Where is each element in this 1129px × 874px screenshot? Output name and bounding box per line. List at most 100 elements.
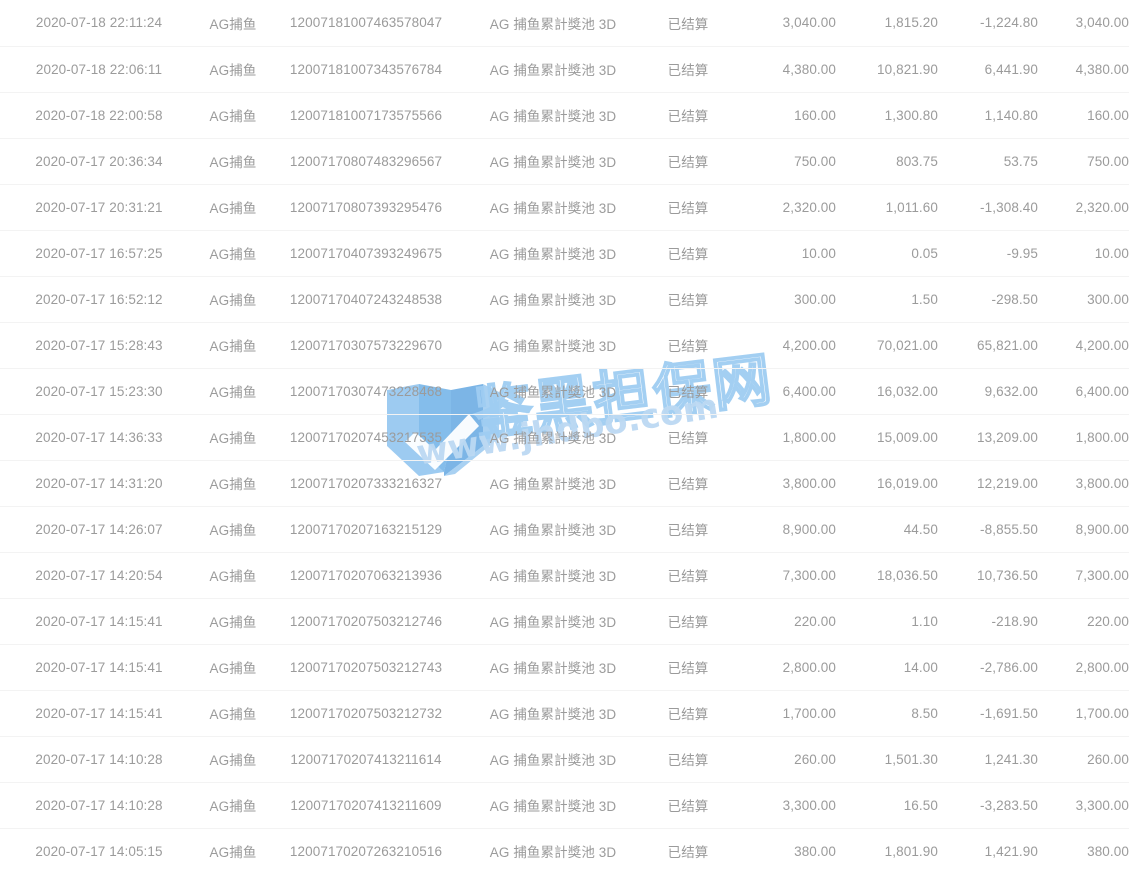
cell-payout: 8.50	[836, 689, 938, 736]
cell-order: 12007170207413211614	[268, 735, 464, 782]
cell-profit: -2,786.00	[938, 643, 1038, 690]
cell-profit: -3,283.50	[938, 781, 1038, 828]
cell-valid: 220.00	[1038, 597, 1129, 644]
table-row[interactable]: 2020-07-17 14:15:41 AG捕鱼 12007170207503212…	[0, 643, 1129, 690]
cell-game: AG 捕鱼累計獎池 3D	[464, 827, 642, 874]
cell-status: 已结算	[642, 183, 734, 230]
cell-order: 12007170207163215129	[268, 505, 464, 552]
cell-game: AG 捕鱼累計獎池 3D	[464, 505, 642, 552]
cell-payout: 0.05	[836, 229, 938, 276]
cell-platform: AG捕鱼	[198, 505, 268, 552]
cell-platform: AG捕鱼	[198, 781, 268, 828]
cell-game: AG 捕鱼累計獎池 3D	[464, 229, 642, 276]
table-row[interactable]: 2020-07-17 14:10:28 AG捕鱼 12007170207413211…	[0, 735, 1129, 782]
cell-bet: 3,040.00	[782, 15, 836, 31]
cell-payout: 1,501.30	[836, 735, 938, 782]
cell-payout: 70,021.00	[836, 321, 938, 368]
cell-platform: AG捕鱼	[198, 735, 268, 782]
cell-profit: 9,632.00	[938, 367, 1038, 414]
cell-time: 2020-07-17 14:10:28	[0, 735, 198, 782]
table-row[interactable]: 2020-07-18 22:00:58 AG捕鱼 12007181007173575…	[0, 91, 1129, 138]
table-row[interactable]: 2020-07-17 14:31:20 AG捕鱼 12007170207333216…	[0, 459, 1129, 506]
cell-profit: 53.75	[938, 137, 1038, 184]
cell-valid: 3,300.00	[1038, 781, 1129, 828]
cell-time: 2020-07-17 20:36:34	[0, 137, 198, 184]
cell-profit: 1,140.80	[938, 91, 1038, 138]
cell-platform: AG捕鱼	[209, 16, 257, 32]
cell-game: AG 捕鱼累計獎池 3D	[464, 781, 642, 828]
cell-status: 已结算	[642, 505, 734, 552]
cell-valid: 8,900.00	[1038, 505, 1129, 552]
cell-platform: AG捕鱼	[198, 551, 268, 598]
cell-status: 已结算	[667, 16, 709, 32]
cell-time: 2020-07-17 14:31:20	[0, 459, 198, 506]
cell-order: 12007170307573229670	[268, 321, 464, 368]
cell-profit: -1,308.40	[938, 183, 1038, 230]
table-row[interactable]: 2020-07-17 20:36:34 AG捕鱼 12007170807483296…	[0, 137, 1129, 184]
cell-order: 12007170207413211609	[268, 781, 464, 828]
cell-valid: 380.00	[1038, 827, 1129, 874]
cell-game: AG 捕鱼累計獎池 3D	[464, 597, 642, 644]
table-row[interactable]: 2020-07-17 14:15:41 AG捕鱼 12007170207503212…	[0, 597, 1129, 644]
table-row[interactable]: 2020-07-17 14:15:41 AG捕鱼 12007170207503212…	[0, 689, 1129, 736]
table-row[interactable]: 2020-07-17 16:52:12 AG捕鱼 12007170407243248…	[0, 275, 1129, 322]
cell-profit: -298.50	[938, 275, 1038, 322]
cell-platform: AG捕鱼	[198, 643, 268, 690]
cell-status: 已结算	[642, 45, 734, 92]
cell-status: 已结算	[642, 551, 734, 598]
table-row[interactable]: 2020-07-17 20:31:21 AG捕鱼 12007170807393295…	[0, 183, 1129, 230]
cell-bet: 2,320.00	[734, 183, 836, 230]
cell-valid: 7,300.00	[1038, 551, 1129, 598]
cell-bet: 220.00	[734, 597, 836, 644]
table-row[interactable]: 2020-07-17 14:20:54 AG捕鱼 12007170207063213…	[0, 551, 1129, 598]
cell-status: 已结算	[642, 91, 734, 138]
cell-order: 12007170807393295476	[268, 183, 464, 230]
cell-platform: AG捕鱼	[198, 137, 268, 184]
table-row[interactable]: 2020-07-17 16:57:25 AG捕鱼 12007170407393249…	[0, 229, 1129, 276]
cell-valid: 3,040.00	[1075, 15, 1129, 31]
cell-platform: AG捕鱼	[198, 459, 268, 506]
cell-bet: 7,300.00	[734, 551, 836, 598]
cell-payout: 1.10	[836, 597, 938, 644]
cell-order: 12007170407243248538	[268, 275, 464, 322]
cell-bet: 260.00	[734, 735, 836, 782]
cell-time: 2020-07-17 14:05:15	[0, 827, 198, 874]
cell-order: 12007170807483296567	[268, 137, 464, 184]
cell-game: AG 捕鱼累計獎池 3D	[464, 321, 642, 368]
table-row[interactable]: 2020-07-17 15:28:43 AG捕鱼 12007170307573229…	[0, 321, 1129, 368]
cell-platform: AG捕鱼	[198, 45, 268, 92]
cell-bet: 160.00	[734, 91, 836, 138]
table-row[interactable]: 2020-07-18 22:11:24 AG捕鱼 12007181007463578…	[0, 0, 1129, 46]
cell-time: 2020-07-17 14:20:54	[0, 551, 198, 598]
cell-profit: 1,241.30	[938, 735, 1038, 782]
cell-valid: 160.00	[1038, 91, 1129, 138]
table-row[interactable]: 2020-07-17 15:23:30 AG捕鱼 12007170307473228…	[0, 367, 1129, 414]
cell-status: 已结算	[642, 643, 734, 690]
cell-time: 2020-07-18 22:06:11	[0, 45, 198, 92]
cell-bet: 6,400.00	[734, 367, 836, 414]
cell-bet: 3,800.00	[734, 459, 836, 506]
cell-status: 已结算	[642, 229, 734, 276]
cell-valid: 1,700.00	[1038, 689, 1129, 736]
table-row[interactable]: 2020-07-17 14:10:28 AG捕鱼 12007170207413211…	[0, 781, 1129, 828]
cell-order: 12007170407393249675	[268, 229, 464, 276]
cell-platform: AG捕鱼	[198, 367, 268, 414]
table-row[interactable]: 2020-07-17 14:26:07 AG捕鱼 12007170207163215…	[0, 505, 1129, 552]
cell-order: 12007181007173575566	[268, 91, 464, 138]
cell-profit: -9.95	[938, 229, 1038, 276]
table-row[interactable]: 2020-07-18 22:06:11 AG捕鱼 12007181007343576…	[0, 45, 1129, 92]
cell-platform: AG捕鱼	[198, 827, 268, 874]
cell-status: 已结算	[642, 459, 734, 506]
cell-bet: 300.00	[734, 275, 836, 322]
cell-order: 12007170307473228468	[268, 367, 464, 414]
table-row[interactable]: 2020-07-17 14:05:15 AG捕鱼 12007170207263210…	[0, 827, 1129, 874]
cell-order: 12007181007343576784	[268, 45, 464, 92]
cell-platform: AG捕鱼	[198, 689, 268, 736]
cell-game: AG 捕鱼累計獎池 3D	[464, 643, 642, 690]
cell-game: AG 捕鱼累計獎池 3D	[464, 183, 642, 230]
table-row[interactable]: 2020-07-17 14:36:33 AG捕鱼 12007170207453217…	[0, 413, 1129, 460]
cell-bet: 1,800.00	[734, 413, 836, 460]
cell-valid: 260.00	[1038, 735, 1129, 782]
cell-status: 已结算	[642, 781, 734, 828]
cell-profit: -218.90	[938, 597, 1038, 644]
